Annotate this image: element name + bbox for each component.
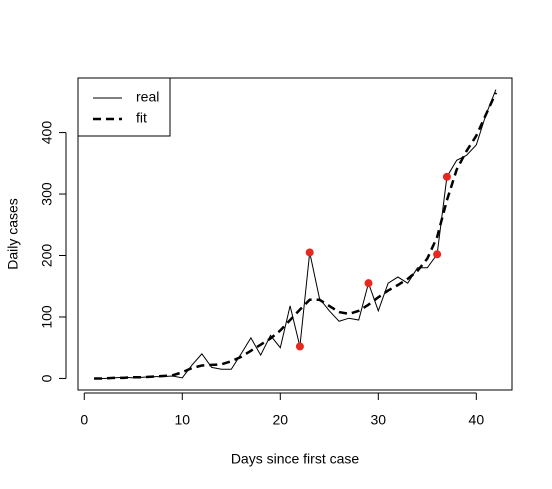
legend-box [77, 77, 171, 137]
highlight-point [295, 342, 304, 351]
legend-label: real [136, 89, 159, 105]
highlight-point [364, 279, 373, 288]
highlight-point [305, 248, 314, 257]
x-tick-label: 0 [80, 412, 88, 428]
series-line [94, 92, 498, 380]
plot-frame [77, 77, 513, 391]
highlight-point [433, 250, 442, 259]
highlight-point [442, 172, 451, 181]
x-tick-label: 10 [174, 412, 190, 428]
y-tick-label: 200 [39, 244, 55, 268]
x-tick-label: 40 [469, 412, 485, 428]
y-tick-label: 100 [39, 305, 55, 329]
y-tick-label: 0 [39, 374, 55, 382]
legend-label: fit [136, 110, 147, 126]
x-tick-label: 20 [273, 412, 289, 428]
x-axis-label: Days since first case [231, 451, 360, 467]
y-axis-label: Daily cases [5, 198, 21, 270]
y-tick-label: 400 [39, 121, 55, 145]
y-tick-label: 300 [39, 182, 55, 206]
x-tick-label: 30 [371, 412, 387, 428]
